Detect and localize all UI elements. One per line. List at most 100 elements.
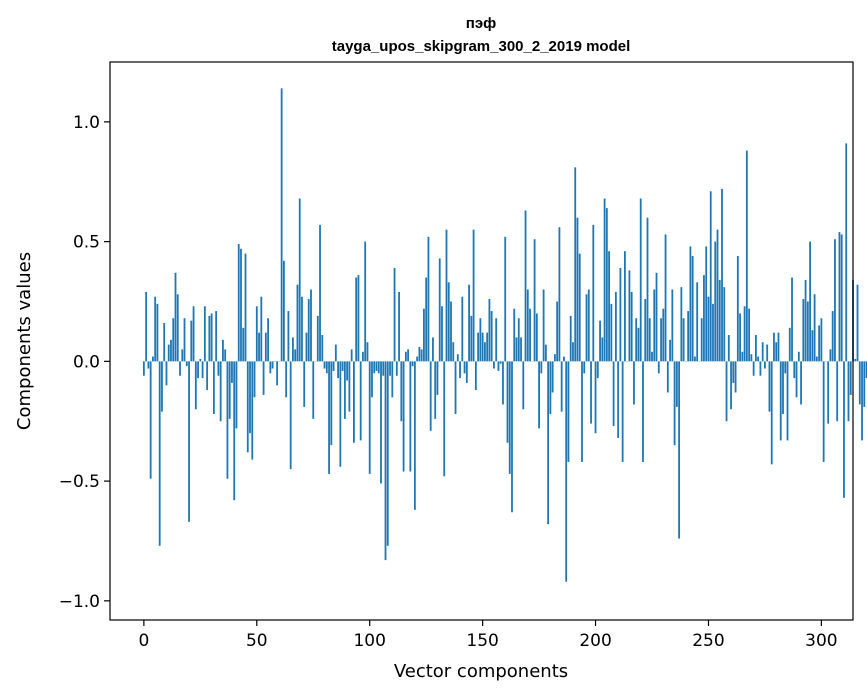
bar-174 <box>535 313 538 362</box>
bar-26 <box>201 361 204 379</box>
bar-279 <box>773 332 775 362</box>
bar-249 <box>705 246 708 362</box>
bar-158 <box>499 361 502 364</box>
bar-122 <box>418 346 421 362</box>
bar-259 <box>727 335 730 362</box>
bar-121 <box>416 356 419 362</box>
bar-242 <box>689 246 692 362</box>
bar-195 <box>583 361 586 374</box>
bar-224 <box>648 318 651 362</box>
bar-299 <box>818 325 821 362</box>
bar-290 <box>797 351 800 362</box>
bar-166 <box>517 318 520 362</box>
bar-183 <box>556 301 559 362</box>
bar-292 <box>802 299 805 362</box>
bar-254 <box>716 229 719 362</box>
bar-215 <box>628 270 631 362</box>
bar-310 <box>843 361 845 498</box>
bar-62 <box>282 260 285 362</box>
bar-145 <box>470 315 473 362</box>
bar-92 <box>350 349 353 362</box>
bar-110 <box>391 361 394 398</box>
chart-title: пэф <box>466 15 496 32</box>
bar-61 <box>280 88 283 362</box>
bar-141 <box>461 296 464 362</box>
bar-260 <box>730 361 732 410</box>
bar-11 <box>167 344 170 362</box>
bar-234 <box>671 289 674 362</box>
bar-46 <box>246 361 249 453</box>
bar-286 <box>788 327 791 362</box>
y-tick-label: −1.0 <box>59 592 100 612</box>
bar-153 <box>488 299 491 362</box>
bar-263 <box>736 255 739 362</box>
bar-307 <box>836 361 839 422</box>
bar-101 <box>371 361 373 398</box>
bar-239 <box>682 318 685 362</box>
bar-197 <box>587 289 590 362</box>
bar-159 <box>502 361 504 405</box>
bar-155 <box>493 361 495 369</box>
bar-94 <box>355 277 358 362</box>
bar-16 <box>179 361 181 376</box>
bar-77 <box>316 315 319 362</box>
bar-221 <box>642 361 644 462</box>
bar-6 <box>156 303 159 362</box>
x-tick-label: 300 <box>805 631 837 651</box>
bar-41 <box>235 361 238 429</box>
bar-129 <box>434 361 437 419</box>
x-tick-label: 0 <box>138 631 149 651</box>
bar-138 <box>454 361 457 415</box>
bar-3 <box>149 361 152 479</box>
bar-47 <box>249 361 251 434</box>
bar-103 <box>375 361 378 371</box>
bar-276 <box>766 344 769 362</box>
bar-202 <box>599 320 601 362</box>
bar-205 <box>605 208 608 362</box>
y-tick-label: 0.0 <box>73 352 100 372</box>
bar-140 <box>459 361 461 379</box>
bar-272 <box>757 356 760 362</box>
bar-68 <box>296 284 299 362</box>
bar-275 <box>764 361 766 369</box>
bar-27 <box>203 306 206 362</box>
bar-298 <box>815 356 818 362</box>
bar-267 <box>745 150 748 362</box>
bar-90 <box>346 361 349 381</box>
bar-169 <box>524 210 527 362</box>
bar-126 <box>427 236 430 362</box>
bar-235 <box>673 361 676 446</box>
bar-229 <box>660 318 662 362</box>
bar-181 <box>551 361 554 393</box>
bar-204 <box>603 198 606 362</box>
bar-252 <box>712 303 714 362</box>
bar-125 <box>425 277 428 362</box>
x-axis-ticks: 0 50 100 150 200 250 300 <box>138 620 838 651</box>
bar-315 <box>854 358 857 362</box>
bar-231 <box>664 234 667 362</box>
bar-23 <box>194 361 197 410</box>
bar-296 <box>811 330 814 362</box>
bar-105 <box>380 361 382 484</box>
bar-28 <box>206 361 209 391</box>
bar-189 <box>569 315 572 362</box>
bar-273 <box>759 361 762 376</box>
bar-123 <box>420 349 423 362</box>
bar-7 <box>158 361 161 546</box>
bar-40 <box>233 361 236 501</box>
bar-5 <box>154 296 157 362</box>
bar-177 <box>542 289 545 362</box>
bar-288 <box>793 361 796 379</box>
bar-124 <box>423 308 425 362</box>
bar-283 <box>782 361 784 415</box>
bar-42 <box>237 244 240 362</box>
bar-312 <box>847 361 850 422</box>
bar-207 <box>610 303 613 362</box>
bar-43 <box>240 248 242 362</box>
bar-180 <box>549 361 552 415</box>
bar-212 <box>621 361 624 462</box>
bar-59 <box>276 361 279 386</box>
bar-139 <box>456 354 459 362</box>
bar-168 <box>522 361 525 410</box>
bar-228 <box>657 361 660 374</box>
